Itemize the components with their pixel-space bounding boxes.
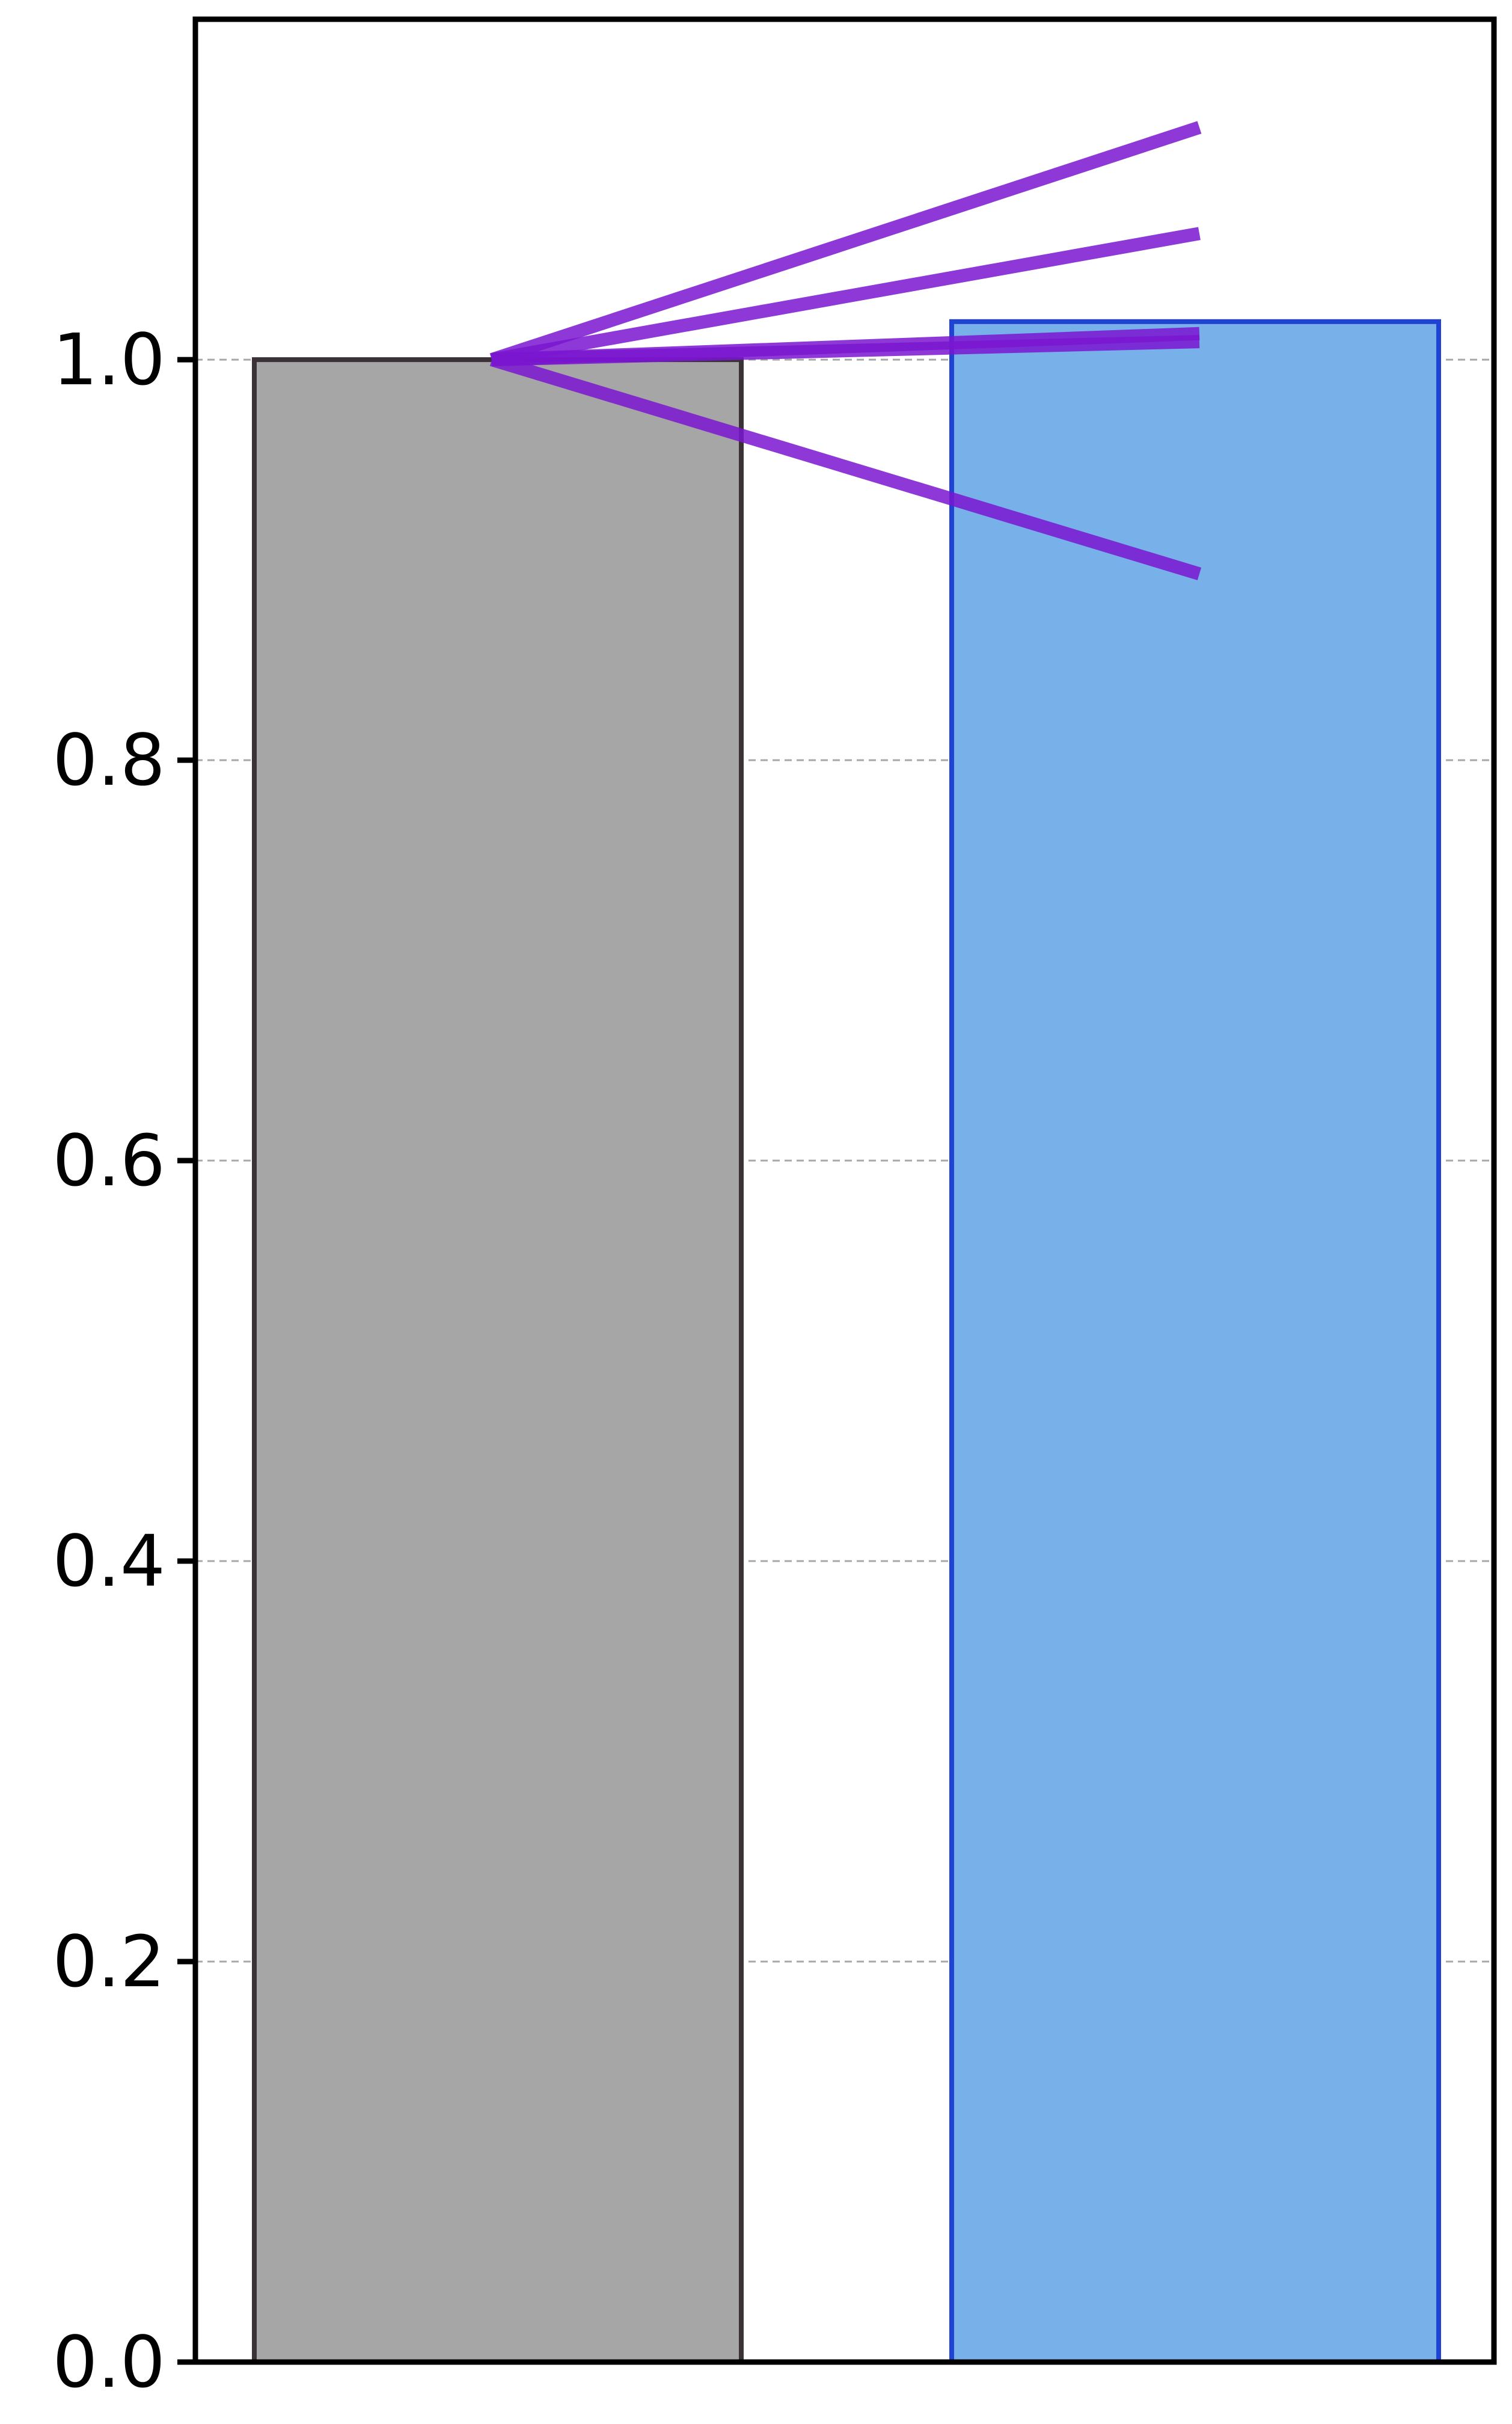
bar: [949, 319, 1441, 2364]
paired-line: [489, 353, 1202, 580]
axes: [192, 16, 1497, 2365]
y-tick-label: 0.4: [52, 1520, 165, 1603]
bars: [252, 319, 1441, 2364]
y-tick-label: 0.2: [52, 1920, 165, 2003]
y-tick-label: 1.0: [52, 318, 165, 401]
bar: [252, 357, 744, 2364]
y-tick-label: 0.8: [52, 719, 165, 802]
paired-line: [489, 121, 1202, 366]
paired-line: [491, 227, 1201, 366]
y-tick-label: 0.6: [52, 1119, 165, 1202]
plot-frame: [192, 16, 1497, 2365]
paired-line: [491, 335, 1200, 367]
paired-lines: [489, 121, 1202, 580]
y-ticks: 0.0 0.2 0.4 0.6 0.8 1.0: [52, 318, 195, 2404]
y-tick-label: 0.0: [52, 2321, 165, 2404]
